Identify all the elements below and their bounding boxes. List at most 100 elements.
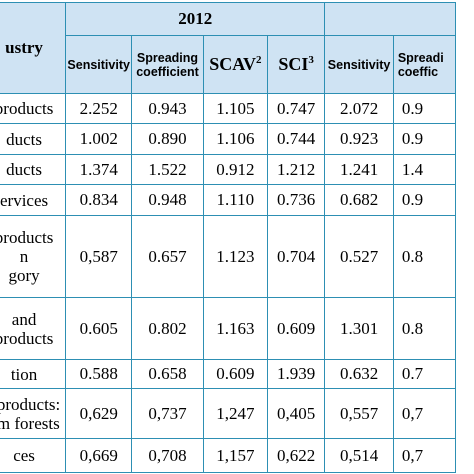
table-row: products n gory 0,587 0.657 1.123 0.704 0.527 0.… bbox=[0, 215, 457, 298]
table-row: and products 0.605 0.802 1.163 0.609 1.301 0.8 bbox=[0, 297, 457, 360]
value-cell: 0.704 bbox=[266, 215, 326, 298]
value-cell: 2.072 bbox=[324, 93, 394, 124]
value-cell: 1.241 bbox=[324, 154, 394, 185]
table-row: ducts 1.002 0.890 1.106 0.744 0.923 0.9 bbox=[0, 123, 457, 155]
table-row: ces 0,669 0,708 1,157 0,622 0,514 0,7 bbox=[0, 438, 457, 473]
industry-name-line: n bbox=[19, 247, 29, 266]
industry-column-header: ustry bbox=[0, 2, 67, 94]
value-cell: 1.002 bbox=[65, 123, 133, 155]
spreading-header-line2: coefficient bbox=[136, 64, 199, 79]
value-cell: 0.834 bbox=[65, 184, 133, 216]
value-cell: 0.912 bbox=[202, 154, 268, 185]
industry-name-cell: ervices bbox=[0, 184, 67, 216]
value-cell: 1.212 bbox=[266, 154, 326, 185]
industry-name-line: t products: bbox=[0, 394, 61, 414]
industry-name-line: products bbox=[0, 228, 54, 247]
industry-name-line: ducts bbox=[6, 129, 42, 149]
spreading-header-line1: Spreading bbox=[136, 50, 199, 65]
value-cell: 0.609 bbox=[266, 297, 326, 360]
value-cell: 1,247 bbox=[202, 388, 268, 439]
data-table: ustry 2012 Sensitivity Spreading coeffic… bbox=[0, 2, 457, 473]
value-cell: 0.802 bbox=[131, 297, 204, 360]
value-cell: 0,622 bbox=[266, 438, 326, 473]
spreading-coefficient-2-header: Spreadi coeffic bbox=[392, 35, 457, 94]
value-cell: 1.163 bbox=[202, 297, 268, 360]
industry-name-line: ducts bbox=[6, 160, 42, 179]
industry-name-cell: t products:om forests bbox=[0, 388, 67, 439]
industry-name-cell: ces bbox=[0, 438, 67, 473]
industry-name-cell: products n gory bbox=[0, 215, 67, 298]
value-cell: 1.105 bbox=[202, 93, 268, 124]
value-cell: 0.948 bbox=[131, 184, 204, 216]
table-row: tion 0.588 0.658 0.609 1.939 0.632 0.7 bbox=[0, 359, 457, 389]
industry-name-line: om forests bbox=[0, 413, 60, 433]
year-next-header bbox=[324, 2, 456, 36]
value-cell: 1.374 bbox=[65, 154, 133, 185]
year-2012-header: 2012 bbox=[65, 2, 326, 36]
sensitivity-2-header: Sensitivity bbox=[324, 35, 394, 94]
value-cell: 0.943 bbox=[131, 93, 204, 124]
sci-footnote: 3 bbox=[308, 54, 314, 66]
value-cell: 0.632 bbox=[324, 359, 394, 389]
value-cell: 0.658 bbox=[131, 359, 204, 389]
sci-header: SCI3 bbox=[266, 35, 326, 94]
value-cell: 1.123 bbox=[202, 215, 268, 298]
value-cell: 1.110 bbox=[202, 184, 268, 216]
value-cell: 0.527 bbox=[324, 215, 394, 298]
spreading-coefficient-header: Spreading coefficient bbox=[131, 35, 204, 94]
industry-name-line: products bbox=[0, 99, 54, 118]
value-cell: 0.8 bbox=[392, 215, 457, 298]
value-cell: 0,737 bbox=[131, 388, 204, 439]
value-cell: 0.9 bbox=[392, 93, 457, 124]
value-cell: 0.657 bbox=[131, 215, 204, 298]
industry-name-cell: and products bbox=[0, 297, 67, 360]
value-cell: 0.682 bbox=[324, 184, 394, 216]
industry-name-cell: tion bbox=[0, 359, 67, 389]
value-cell: 0.890 bbox=[131, 123, 204, 155]
value-cell: 0,7 bbox=[392, 438, 457, 473]
sci-label: SCI bbox=[278, 54, 309, 74]
industry-name-cell: ducts bbox=[0, 123, 67, 155]
value-cell: 0.9 bbox=[392, 123, 457, 155]
value-cell: 0.747 bbox=[266, 93, 326, 124]
scav-header: SCAV2 bbox=[202, 35, 268, 94]
value-cell: 0,514 bbox=[324, 438, 394, 473]
table-row: products 2.252 0.943 1.105 0.747 2.072 0.9 bbox=[0, 93, 457, 124]
value-cell: 0,7 bbox=[392, 388, 457, 439]
industry-name-cell: ducts bbox=[0, 154, 67, 185]
industry-name-cell: products bbox=[0, 93, 67, 124]
industry-name-line: ervices bbox=[0, 190, 49, 210]
value-cell: 0,629 bbox=[65, 388, 133, 439]
value-cell: 0,405 bbox=[266, 388, 326, 439]
scav-label: SCAV bbox=[209, 54, 256, 74]
spreading2-header-line2: coeffic bbox=[397, 64, 439, 79]
value-cell: 2.252 bbox=[65, 93, 133, 124]
industry-name-line: ces bbox=[13, 446, 35, 465]
value-cell: 0.605 bbox=[65, 297, 133, 360]
table-row: ervices 0.834 0.948 1.110 0.736 0.682 0.9 bbox=[0, 184, 457, 216]
table-row: t products:om forests0,6290,7371,2470,40… bbox=[0, 388, 457, 439]
value-cell: 0.744 bbox=[266, 123, 326, 155]
value-cell: 0.736 bbox=[266, 184, 326, 216]
value-cell: 1.522 bbox=[131, 154, 204, 185]
spreading2-header-line1: Spreadi bbox=[397, 50, 444, 65]
value-cell: 0.588 bbox=[65, 359, 133, 389]
value-cell: 0.8 bbox=[392, 297, 457, 360]
industry-name-line: gory bbox=[8, 266, 40, 285]
value-cell: 0.9 bbox=[392, 184, 457, 216]
industry-name-line: tion bbox=[10, 364, 38, 384]
industry-name-line: and bbox=[11, 309, 37, 329]
sensitivity-header: Sensitivity bbox=[65, 35, 133, 94]
value-cell: 1.939 bbox=[266, 359, 326, 389]
table-row: ducts 1.374 1.522 0.912 1.212 1.241 1.4 bbox=[0, 154, 457, 185]
value-cell: 1,157 bbox=[202, 438, 268, 473]
value-cell: 0.609 bbox=[202, 359, 268, 389]
industry-name-line: products bbox=[0, 328, 54, 348]
scav-footnote: 2 bbox=[255, 54, 262, 66]
value-cell: 0,669 bbox=[65, 438, 133, 473]
table-body: products 2.252 0.943 1.105 0.747 2.072 0.9 duct… bbox=[0, 93, 457, 473]
value-cell: 1.4 bbox=[392, 154, 457, 185]
value-cell: 0.7 bbox=[392, 359, 457, 389]
value-cell: 0.923 bbox=[324, 123, 394, 155]
